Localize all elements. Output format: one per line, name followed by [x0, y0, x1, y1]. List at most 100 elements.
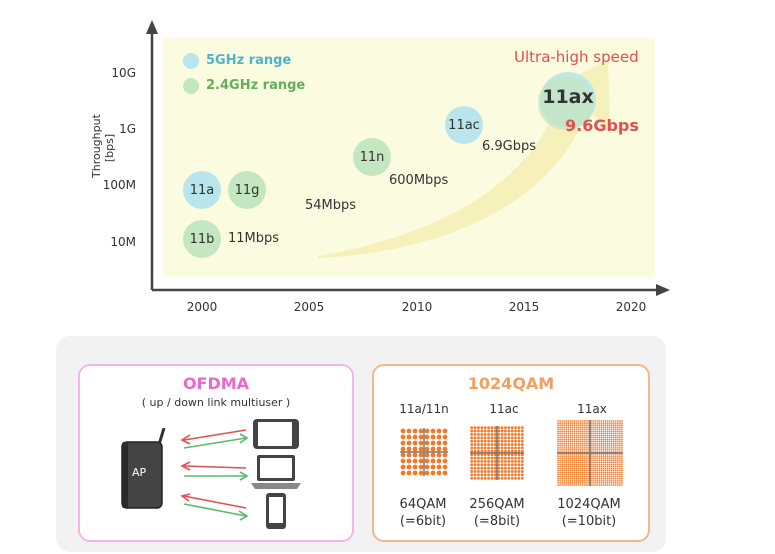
qam-point	[621, 471, 623, 474]
qam-point	[619, 457, 621, 460]
qam-point	[604, 426, 607, 429]
qam-point	[559, 426, 561, 429]
qam-point	[614, 430, 617, 433]
qam-point	[565, 465, 568, 468]
qam-point	[575, 440, 578, 443]
qam-point	[504, 456, 507, 460]
qam-point	[594, 438, 597, 441]
qam-point	[577, 457, 580, 460]
qam-point	[592, 428, 594, 431]
qam-point	[490, 453, 494, 457]
qam-point	[563, 430, 566, 433]
qam-point	[606, 471, 609, 474]
qam-point	[610, 434, 613, 437]
qam-point	[577, 475, 580, 478]
qam-point	[621, 479, 623, 482]
qam-point	[557, 463, 559, 466]
qam-point	[571, 422, 574, 424]
qam-point	[507, 453, 511, 457]
qam-point	[483, 449, 487, 453]
qam-point	[470, 433, 474, 436]
qam-point	[573, 444, 576, 447]
qam-point	[594, 455, 597, 457]
qam-point	[557, 482, 559, 484]
qam-point	[517, 436, 521, 440]
qam-point	[602, 484, 605, 486]
qam-point	[557, 475, 559, 478]
qam-point	[600, 422, 603, 424]
qam-point	[436, 452, 442, 458]
qam-point	[565, 477, 568, 480]
qam-point	[567, 484, 570, 486]
qam-point	[596, 434, 599, 437]
qam-point	[604, 469, 607, 472]
qam-point	[557, 424, 559, 427]
qam-point	[583, 465, 586, 468]
qam-point	[561, 442, 564, 445]
qam-point	[594, 444, 597, 447]
qam-point	[602, 432, 605, 435]
qam-point	[573, 442, 576, 445]
qam-point	[621, 422, 623, 424]
qam-point	[577, 428, 580, 431]
qam-point	[557, 434, 559, 437]
qam-point	[579, 484, 582, 486]
qam-point	[473, 470, 477, 473]
qam-point	[557, 446, 559, 449]
qam-point	[557, 484, 559, 486]
qam-point	[418, 446, 424, 452]
qam-point	[579, 482, 582, 484]
qam-point	[616, 428, 619, 431]
qam-point	[619, 455, 621, 457]
qam-point	[561, 422, 564, 424]
qam-point	[567, 428, 570, 431]
qam-point	[561, 434, 564, 437]
qam-point	[514, 436, 517, 440]
qam-point	[561, 455, 564, 457]
qam-point	[592, 482, 594, 484]
qam-point	[579, 436, 582, 439]
tablet-icon	[253, 419, 299, 449]
qam-point	[563, 473, 566, 476]
qam-point	[616, 432, 619, 435]
qam-point	[600, 477, 603, 480]
x-tick-2020: 2020	[615, 300, 647, 314]
qam-point	[602, 438, 605, 441]
qam-point	[569, 449, 572, 451]
qam-point	[559, 479, 561, 482]
qam-point	[592, 467, 594, 470]
qam-point	[567, 457, 570, 460]
qam-point	[561, 436, 564, 439]
qam-point	[616, 422, 619, 424]
qam-point	[621, 428, 623, 431]
qam-point	[569, 471, 572, 474]
qam-point	[586, 420, 588, 422]
qam-point	[586, 430, 588, 433]
qam-point	[575, 482, 578, 484]
legend-24ghz-dot	[183, 78, 199, 94]
qam-point	[507, 433, 511, 436]
qam-point	[621, 420, 623, 422]
qam-point	[514, 433, 517, 436]
qam-point	[520, 436, 524, 440]
qam-point	[571, 467, 574, 470]
qam-point	[573, 455, 576, 457]
qam-point	[619, 428, 621, 431]
qam-point	[577, 471, 580, 474]
qam-point	[610, 442, 613, 445]
qam-point	[616, 471, 619, 474]
qam-point	[493, 443, 497, 446]
qam-point	[598, 461, 601, 464]
qam-point	[614, 467, 617, 470]
qam-point	[567, 479, 570, 482]
qam-point	[581, 442, 584, 445]
qam-point	[579, 426, 582, 429]
qam-point	[559, 463, 561, 466]
qam-point	[559, 438, 561, 441]
qam-point	[602, 475, 605, 478]
qam-point	[586, 469, 588, 472]
qam-point	[581, 422, 584, 424]
qam-point	[412, 452, 418, 458]
qam-point	[559, 444, 561, 447]
qam-point	[573, 482, 576, 484]
